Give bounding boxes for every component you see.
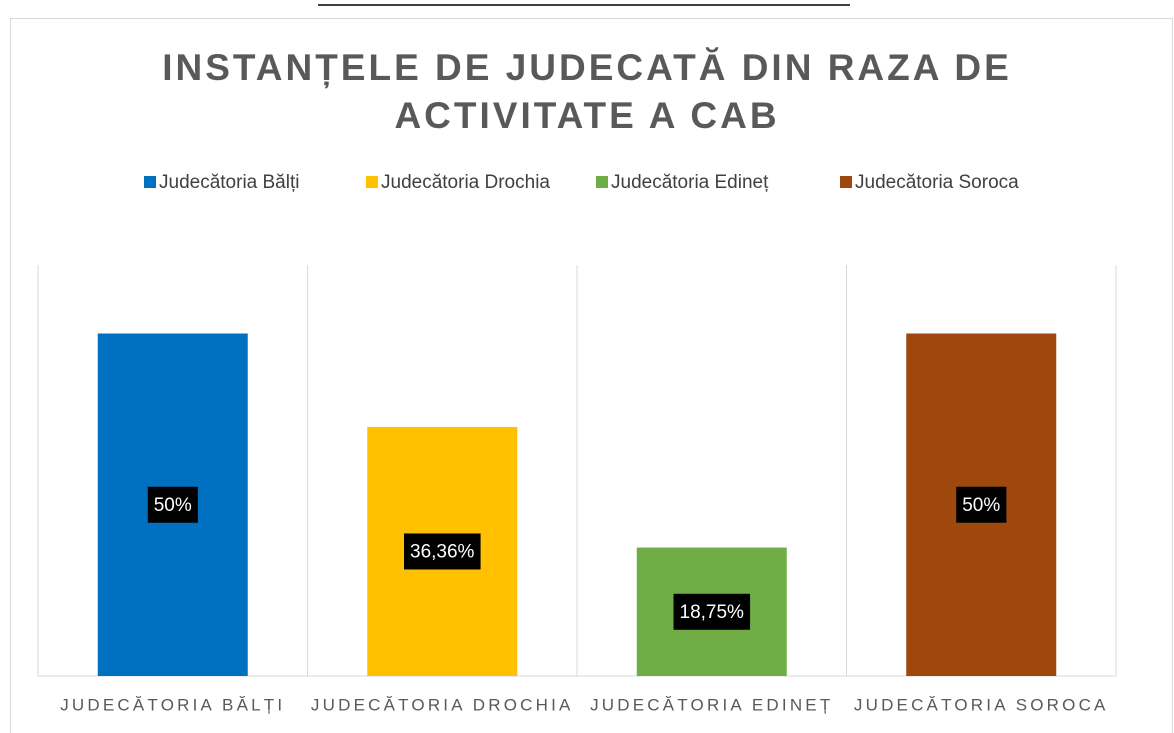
legend-swatch <box>596 176 608 188</box>
x-tick-label: JUDECĂTORIA DROCHIA <box>311 695 574 714</box>
x-tick-label: JUDECĂTORIA EDINEȚ <box>590 695 833 714</box>
value-label-box <box>404 533 481 570</box>
legend-label: Judecătoria Soroca <box>855 172 1019 193</box>
x-tick-label: JUDECĂTORIA SOROCA <box>854 695 1109 714</box>
legend-swatch <box>840 176 852 188</box>
value-label: 18,75% <box>680 602 745 623</box>
value-label-box <box>956 486 1007 523</box>
legend-swatch <box>144 176 156 188</box>
value-label: 36,36% <box>410 541 475 562</box>
legend-swatch <box>366 176 378 188</box>
chart-title: ACTIVITATE A CAB <box>394 95 779 136</box>
x-tick-label: JUDECĂTORIA BĂLȚI <box>60 695 285 714</box>
value-label-box <box>673 593 751 630</box>
legend-label: Judecătoria Drochia <box>381 172 550 193</box>
chart-title: INSTANȚELE DE JUDECATĂ DIN RAZA DE <box>162 47 1012 89</box>
legend-label: Judecătoria Edineț <box>611 172 769 193</box>
legend-label: Judecătoria Bălți <box>159 172 299 193</box>
value-label: 50% <box>962 495 1000 516</box>
value-label: 50% <box>154 495 192 516</box>
value-label-box <box>147 486 198 523</box>
